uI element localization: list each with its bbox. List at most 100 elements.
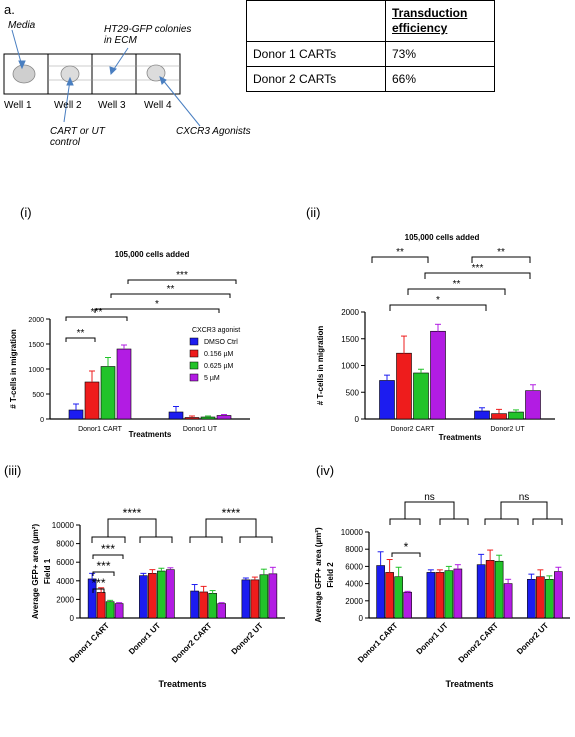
y-axis-title: # T-cells in migration — [9, 329, 18, 409]
bar — [554, 571, 563, 619]
bar — [491, 413, 507, 420]
bar — [268, 573, 278, 619]
bracket-cart-dmso-5um — [371, 256, 429, 263]
chart-ii: 0 500 1000 1500 2000 Donor2 CART Donor2 UT Trea… — [316, 233, 555, 442]
table-header-empty — [246, 0, 386, 42]
group-bracket-d2ut — [239, 536, 273, 543]
y-tick-label: 1000 — [341, 362, 359, 371]
well-3-label: Well 3 — [98, 100, 126, 111]
bar — [105, 601, 115, 619]
significance-label: *** — [176, 270, 188, 281]
bracket-d1-cart-vs-ut — [404, 501, 455, 519]
table-row-value: 73% — [385, 41, 495, 67]
y-tick-label: 2000 — [345, 597, 363, 606]
legend-title: CXCR3 agonist — [192, 327, 240, 334]
category-label: Donor2 UT — [515, 621, 550, 656]
bar — [259, 574, 269, 619]
category-label: Donor1 CART — [356, 621, 400, 665]
bar — [430, 330, 446, 420]
chart-title: 105,000 cells added — [115, 250, 190, 259]
significance-label: ** — [396, 247, 404, 258]
y-tick-label: 0 — [40, 417, 44, 424]
media-label: Media — [8, 20, 36, 31]
bar — [84, 381, 100, 420]
transduction-table: Transduction efficiency Donor 1 CARTs 73… — [246, 0, 495, 92]
y-axis-title: Field 2 — [326, 562, 335, 588]
table-row: Donor 2 CARTs 66% — [246, 66, 495, 92]
bar — [525, 390, 541, 420]
bar — [250, 579, 260, 619]
bar — [208, 593, 217, 619]
significance-label: * — [404, 540, 409, 554]
well-4-label: Well 4 — [144, 100, 172, 111]
y-tick-label: 4000 — [56, 577, 74, 586]
panel-a-label: a. — [4, 2, 15, 17]
y-axis-title: Average GFP+ area (µm²) — [314, 527, 323, 623]
bracket-d1-dmso-5um — [92, 554, 124, 559]
agonist-arrow — [161, 78, 201, 127]
bar — [116, 348, 132, 420]
x-axis-title: Treatments — [445, 679, 493, 689]
legend-swatch — [189, 337, 199, 346]
group-bracket-d1cart — [389, 518, 421, 525]
significance-label: * — [436, 295, 440, 306]
chart-title: 105,000 cells added — [405, 233, 480, 242]
chart-i: 0 500 1000 1500 2000 Donor1 CART Donor1 UT Trea… — [9, 250, 250, 439]
significance-label: ns — [424, 492, 435, 503]
legend-swatch — [189, 361, 199, 370]
bar — [148, 573, 157, 619]
y-tick-label: 10000 — [52, 521, 75, 530]
table-header-text: Transduction efficiency — [392, 6, 468, 35]
y-tick-label: 2000 — [56, 595, 74, 604]
significance-label: ** — [167, 284, 175, 295]
well-3-box — [91, 53, 137, 95]
transwell-schematic — [3, 29, 201, 127]
panel-i-label: (i) — [20, 205, 32, 220]
bracket-cart-ut-2 — [407, 288, 506, 295]
bracket-cart-ut-1 — [389, 304, 487, 311]
panel-iv-label: (iv) — [316, 463, 335, 478]
bracket-cart-ut-3 — [424, 272, 531, 279]
y-tick-label: 500 — [346, 388, 360, 397]
media-arrow — [11, 29, 23, 67]
well-4-box — [135, 53, 181, 95]
bar — [139, 575, 148, 619]
bar — [494, 560, 504, 619]
bar — [527, 579, 536, 619]
bracket-cart-ut-3 — [127, 279, 237, 284]
significance-label: *** — [96, 559, 110, 573]
bar — [536, 576, 545, 619]
y-tick-label: 0 — [359, 614, 364, 623]
bar — [444, 570, 454, 619]
bar — [216, 415, 232, 420]
bar — [68, 409, 84, 420]
table-row: Donor 1 CARTs 73% — [246, 41, 495, 67]
chart-iv: 0 2000 4000 6000 8000 10000 Donor1 CART Donor1 … — [314, 492, 570, 689]
bar — [426, 572, 436, 619]
panel-iii-label: (iii) — [4, 463, 22, 478]
bar — [157, 570, 166, 619]
well-2-label: Well 2 — [54, 100, 82, 111]
y-tick-label: 0 — [355, 415, 360, 424]
bar — [114, 603, 124, 619]
bracket-cart-ut-1 — [94, 308, 220, 313]
significance-label: **** — [222, 506, 241, 520]
bar — [413, 372, 429, 420]
legend-label: DMSO Ctrl — [204, 339, 238, 346]
bar — [168, 411, 184, 420]
bar — [396, 352, 412, 420]
y-tick-label: 1000 — [28, 367, 44, 374]
bar — [394, 576, 403, 619]
y-tick-label: 4000 — [345, 580, 363, 589]
y-tick-label: 0 — [70, 614, 75, 623]
bracket-d1-cart-vs-ut — [107, 518, 157, 537]
bar — [403, 591, 412, 619]
well-1-label: Well 1 — [4, 100, 32, 111]
bracket-d2-cart-vs-ut — [205, 518, 257, 537]
y-axis-title: # T-cells in migration — [316, 326, 325, 406]
bar — [385, 572, 394, 619]
bracket-d1-dmso-0625 — [92, 571, 115, 576]
category-label: Donor2 UT — [490, 426, 525, 433]
cart-arrow — [63, 79, 71, 123]
well-1-circle — [12, 64, 36, 84]
